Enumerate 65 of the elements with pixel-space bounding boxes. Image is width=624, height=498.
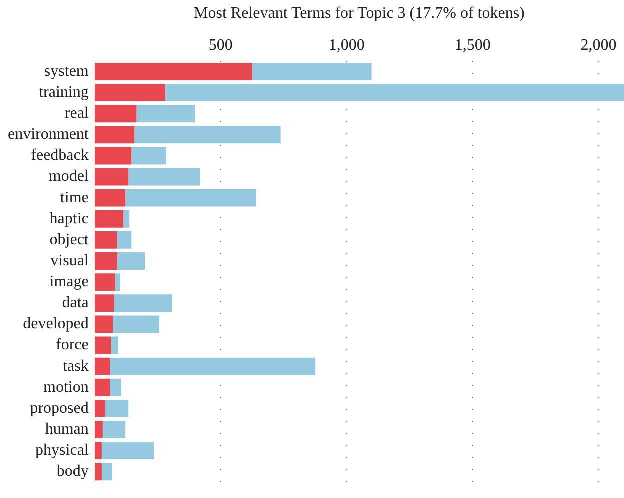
bar [113,316,160,334]
bar [94,358,110,376]
y-tick-label: proposed [30,400,89,417]
bar [134,126,281,144]
y-tick-label: real [64,105,90,122]
bar [94,84,166,102]
bar [117,252,146,270]
bar [124,210,130,228]
bar [102,421,126,438]
bar [94,274,116,292]
bar [94,336,112,354]
bar [110,378,122,396]
bar [165,84,624,102]
bar [115,274,120,292]
bar [94,252,118,270]
y-tick-label: motion [44,378,89,396]
bar [94,294,114,312]
chart-title: Most Relevant Terms for Topic 3 (17.7% of tokens) [194,5,525,22]
y-tick-label: data [62,294,89,312]
bar [110,358,316,376]
y-tick-label: environment [8,126,90,144]
x-tick-label: 1,500 [454,36,491,54]
y-tick-label: body [56,463,89,480]
bar [94,378,110,396]
x-tick-label: 2,000 [580,36,617,54]
y-tick-label: visual [50,252,90,270]
y-tick-label: task [63,358,89,375]
bar [94,400,106,418]
bar [94,231,118,249]
bar [117,231,132,249]
bar [102,442,154,460]
bar [111,336,118,354]
bar [102,463,112,481]
y-tick-label: human [45,420,89,438]
bar [126,189,256,207]
bar [94,126,135,144]
bar [105,400,129,418]
bar [94,63,252,80]
bar [114,294,172,312]
y-tick-label: training [39,84,89,101]
bar [94,147,132,165]
y-tick-label: force [56,336,89,354]
bar [94,210,124,228]
y-tick-label: feedback [31,147,89,164]
y-tick-label: haptic [50,210,89,228]
y-tick-label: model [48,168,90,186]
bar [132,147,166,165]
bar [94,105,137,123]
bar [94,189,126,207]
y-tick-label: image [50,274,89,291]
bar [94,168,129,186]
x-tick-label: 500 [208,36,233,54]
bar [128,168,200,186]
y-tick-label: physical [36,442,90,460]
bar [252,63,372,80]
bar [94,442,102,460]
bar [136,105,196,123]
bar [94,316,114,334]
y-tick-label: object [50,231,90,248]
y-tick-label: time [60,189,89,206]
bar [94,421,103,438]
y-tick-label: system [44,62,90,80]
y-tick-label: developed [23,316,89,333]
x-tick-label: 1,000 [328,36,365,54]
bar [94,463,102,481]
